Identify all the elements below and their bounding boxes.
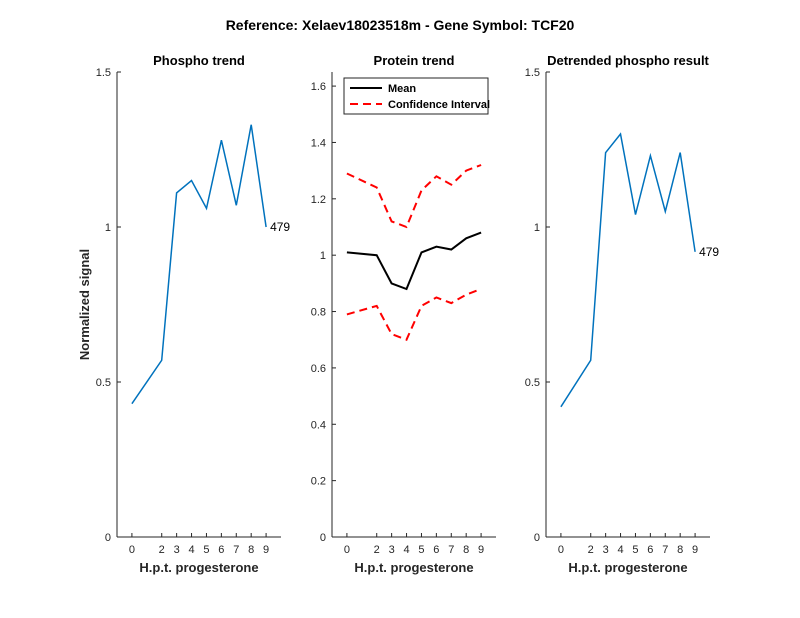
protein-trend-ytick-label: 0 bbox=[320, 532, 326, 544]
protein-trend-xtick-label: 2 bbox=[374, 544, 380, 556]
protein-trend-ytick-label: 0.8 bbox=[311, 307, 326, 319]
protein-trend-xtick-label: 7 bbox=[448, 544, 454, 556]
phospho-trend-panel: Phospho trend H.p.t. progesterone Normal… bbox=[77, 53, 290, 575]
detrended-phospho-ytick-label: 0 bbox=[534, 532, 540, 544]
detrended-phospho-xtick-label: 8 bbox=[677, 544, 683, 556]
protein-trend-xtick-label: 5 bbox=[418, 544, 424, 556]
phospho-trend-series-line-0 bbox=[131, 124, 267, 405]
protein-trend-xlabel: H.p.t. progesterone bbox=[354, 560, 473, 575]
phospho-trend-point-label: 479 bbox=[270, 220, 290, 234]
detrended-phospho-panel: Detrended phospho result H.p.t. progeste… bbox=[525, 53, 720, 575]
phospho-trend-xtick-label: 7 bbox=[233, 544, 239, 556]
protein-trend-xtick-label: 8 bbox=[463, 544, 469, 556]
protein-trend-ytick-label: 1.2 bbox=[311, 194, 326, 206]
detrended-phospho-xtick-label: 2 bbox=[588, 544, 594, 556]
detrended-phospho-ytick-label: 0.5 bbox=[525, 377, 540, 389]
legend-entry-label: Mean bbox=[388, 83, 416, 95]
protein-trend-ytick-label: 0.2 bbox=[311, 476, 326, 488]
detrended-phospho-xtick-label: 0 bbox=[558, 544, 564, 556]
detrended-phospho-xtick-label: 7 bbox=[662, 544, 668, 556]
protein-trend-title: Protein trend bbox=[374, 53, 455, 68]
phospho-trend-ytick-label: 1.5 bbox=[96, 67, 111, 79]
protein-trend-ytick-label: 1 bbox=[320, 250, 326, 262]
phospho-trend-xtick-label: 2 bbox=[159, 544, 165, 556]
figure-suptitle: Reference: Xelaev18023518m - Gene Symbol… bbox=[226, 17, 575, 33]
detrended-phospho-point-label: 479 bbox=[699, 245, 719, 259]
protein-trend-ytick-label: 0.6 bbox=[311, 363, 326, 375]
detrended-phospho-ytick-label: 1 bbox=[534, 222, 540, 234]
detrended-phospho-title: Detrended phospho result bbox=[547, 53, 709, 68]
protein-trend-xtick-label: 4 bbox=[403, 544, 409, 556]
legend-box bbox=[343, 77, 489, 115]
detrended-phospho-xtick-label: 3 bbox=[603, 544, 609, 556]
detrended-phospho-xlabel: H.p.t. progesterone bbox=[568, 560, 687, 575]
phospho-trend-xtick-label: 6 bbox=[218, 544, 224, 556]
detrended-phospho-series-line-0 bbox=[560, 132, 696, 408]
protein-trend-xtick-label: 0 bbox=[344, 544, 350, 556]
phospho-trend-title: Phospho trend bbox=[153, 53, 245, 68]
protein-trend-series-line-1 bbox=[346, 164, 482, 229]
phospho-trend-xtick-label: 3 bbox=[174, 544, 180, 556]
detrended-phospho-xtick-label: 4 bbox=[617, 544, 623, 556]
phospho-trend-ytick-label: 0.5 bbox=[96, 377, 111, 389]
protein-trend-ytick-label: 1.6 bbox=[311, 81, 326, 93]
phospho-trend-xtick-label: 0 bbox=[129, 544, 135, 556]
protein-trend-xtick-label: 6 bbox=[433, 544, 439, 556]
detrended-phospho-ytick-label: 1.5 bbox=[525, 67, 540, 79]
protein-trend-panel: Protein trend H.p.t. progesterone 0 0.2 0.… bbox=[311, 53, 496, 575]
protein-trend-ytick-label: 1.4 bbox=[311, 137, 326, 149]
phospho-trend-xtick-label: 5 bbox=[203, 544, 209, 556]
phospho-trend-xtick-label: 4 bbox=[188, 544, 194, 556]
phospho-trend-ytick-label: 0 bbox=[105, 532, 111, 544]
phospho-trend-xtick-label: 8 bbox=[248, 544, 254, 556]
phospho-trend-ylabel: Normalized signal bbox=[77, 249, 92, 360]
protein-trend-xtick-label: 3 bbox=[389, 544, 395, 556]
detrended-phospho-xtick-label: 6 bbox=[647, 544, 653, 556]
protein-trend-xtick-label: 9 bbox=[478, 544, 484, 556]
legend-entry-label: Confidence Interval bbox=[388, 99, 490, 111]
detrended-phospho-xtick-label: 9 bbox=[692, 544, 698, 556]
phospho-trend-xlabel: H.p.t. progesterone bbox=[139, 560, 258, 575]
detrended-phospho-xtick-label: 5 bbox=[632, 544, 638, 556]
protein-trend-series-line-2 bbox=[346, 288, 482, 341]
phospho-trend-ytick-label: 1 bbox=[105, 222, 111, 234]
phospho-trend-xtick-label: 9 bbox=[263, 544, 269, 556]
protein-trend-ytick-label: 0.4 bbox=[311, 419, 326, 431]
protein-trend-series-line-0 bbox=[346, 231, 482, 291]
